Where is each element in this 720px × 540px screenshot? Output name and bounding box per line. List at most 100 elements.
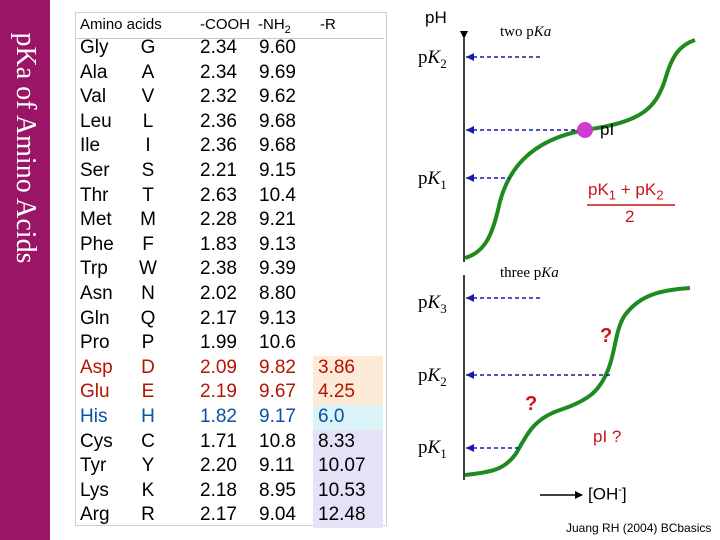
header-r: -R [320, 16, 336, 33]
nh2-pka-value: 9.13 [259, 233, 296, 255]
cooh-pka-value: 1.83 [200, 233, 237, 255]
r-group-pka-value: 8.33 [313, 429, 383, 455]
nh2-pka-value: 8.80 [259, 282, 296, 304]
pi-point [577, 122, 593, 138]
question-mark-high-pi: ? [600, 325, 613, 347]
header-cooh: -COOH [200, 16, 250, 33]
nh2-pka-value: 9.67 [259, 381, 296, 403]
nh2-pka-value: 9.62 [259, 86, 296, 108]
pi-unknown-label: pI ? [593, 427, 622, 446]
amino-acid-code: F [142, 233, 154, 255]
cooh-pka-value: 2.38 [200, 258, 237, 280]
amino-acid-name: Gly [80, 37, 109, 58]
ph-axis-label: pH [425, 8, 447, 27]
r-group-pka-value: 3.86 [313, 355, 383, 381]
amino-acid-name: His [80, 405, 108, 427]
amino-acid-code: S [141, 159, 155, 181]
cooh-pka-value: 2.28 [200, 209, 237, 231]
hydroxide-label: [OH-] [588, 484, 627, 504]
amino-acid-code: V [141, 86, 155, 108]
amino-acid-code: P [141, 332, 155, 354]
pk3-guide-arrowhead [466, 294, 474, 302]
r-group-pka-value: 4.25 [313, 380, 383, 405]
amino-acid-name: Val [80, 86, 107, 108]
amino-acid-name: Arg [80, 504, 110, 526]
nh2-pka-value: 10.8 [259, 430, 296, 452]
header-nh2: -NH2 [258, 16, 291, 36]
nh2-pka-value: 9.82 [259, 356, 296, 378]
amino-acid-name: Gln [80, 307, 110, 329]
amino-acid-code: L [142, 110, 154, 132]
amino-acid-name: Ser [80, 159, 110, 181]
amino-acid-name: Ile [80, 135, 101, 157]
cooh-pka-value: 2.17 [200, 504, 237, 526]
r-group-pka-value: 10.07 [313, 454, 383, 479]
bottom-pk1-label: pK1 [418, 437, 447, 461]
r-group-pka-value: 6.0 [313, 404, 383, 430]
nh2-pka-value: 9.39 [259, 258, 296, 280]
two-pka-titration-curve [464, 38, 696, 260]
cooh-pka-value: 1.71 [200, 430, 237, 452]
nh2-pka-value: 9.15 [259, 159, 296, 181]
amino-acid-name: Leu [80, 110, 112, 132]
amino-acid-code: C [141, 430, 155, 452]
amino-acid-name: Asn [80, 282, 113, 304]
nh2-pka-value: 9.68 [259, 135, 296, 157]
column-cooh-pka: 2.34 2.34 2.32 2.36 2.36 2.21 2.63 2.28 1.83 2.38… [200, 36, 237, 528]
cooh-pka-value: 2.36 [200, 135, 237, 157]
amino-acid-code: Q [140, 307, 156, 329]
nh2-pka-value: 10.4 [259, 184, 296, 206]
amino-acid-name: Pro [80, 332, 110, 354]
amino-acid-code: N [141, 282, 155, 304]
pi-guide-arrowhead [466, 126, 474, 134]
amino-acid-code: I [145, 135, 151, 157]
amino-acid-code: D [141, 356, 155, 378]
bottom-pk2-guide-arrowhead [466, 371, 474, 379]
pi-label: pI [600, 120, 615, 139]
nh2-pka-value: 9.21 [259, 209, 296, 231]
amino-acid-name: Trp [80, 258, 108, 280]
bottom-pk3-label: pK3 [418, 292, 447, 316]
pi-formula-denominator: 2 [625, 207, 635, 226]
nh2-pka-value: 9.69 [259, 61, 296, 83]
nh2-pka-value: 10.6 [259, 332, 296, 354]
credit: Juang RH (2004) BCbasics [566, 521, 712, 535]
three-pka-caption: three pKa [500, 265, 559, 281]
cooh-pka-value: 2.17 [200, 307, 237, 329]
question-mark-low-pi: ? [525, 393, 538, 415]
cooh-pka-value: 1.82 [200, 405, 237, 427]
cooh-pka-value: 2.02 [200, 282, 237, 304]
amino-acid-name: Tyr [80, 455, 107, 477]
amino-acid-name: Lys [80, 479, 109, 501]
amino-acid-code: Y [141, 455, 155, 477]
amino-acid-name: Met [80, 209, 112, 231]
cooh-pka-value: 2.63 [200, 184, 237, 206]
amino-acid-code: G [140, 37, 156, 58]
nh2-pka-value: 8.95 [259, 479, 296, 501]
pi-formula-numerator: pK1 + pK2 [588, 180, 664, 203]
cooh-pka-value: 2.20 [200, 455, 237, 477]
amino-acid-code: T [142, 184, 154, 206]
cooh-pka-value: 2.32 [200, 86, 237, 108]
nh2-pka-value: 9.11 [259, 455, 295, 477]
column-nh2-pka: 9.60 9.69 9.62 9.68 9.68 9.15 10.4 9.21 9.13 9.39… [259, 36, 296, 528]
cooh-pka-value: 2.18 [200, 479, 237, 501]
top-pk1-label: pK1 [418, 168, 447, 192]
cooh-pka-value: 2.34 [200, 37, 237, 58]
cooh-pka-value: 1.99 [200, 332, 237, 354]
bottom-pk1-guide-arrowhead [466, 444, 474, 452]
column-amino-acid-names: Gly Ala Val Leu Ile Ser Thr Met Phe Trp Asn Gln Pro A… [80, 36, 114, 528]
amino-acid-name: Thr [80, 184, 109, 206]
amino-acid-name: Cys [80, 430, 113, 452]
cooh-pka-value: 2.36 [200, 110, 237, 132]
nh2-pka-value: 9.68 [259, 110, 296, 132]
amino-acid-name: Phe [80, 233, 114, 255]
cooh-pka-value: 2.19 [200, 381, 237, 403]
two-pka-caption: two pKa [500, 24, 552, 40]
amino-acid-name: Glu [80, 381, 110, 403]
amino-acid-code: R [141, 504, 155, 526]
top-pk2-label: pK2 [418, 47, 447, 71]
nh2-pka-value: 9.04 [259, 504, 296, 526]
